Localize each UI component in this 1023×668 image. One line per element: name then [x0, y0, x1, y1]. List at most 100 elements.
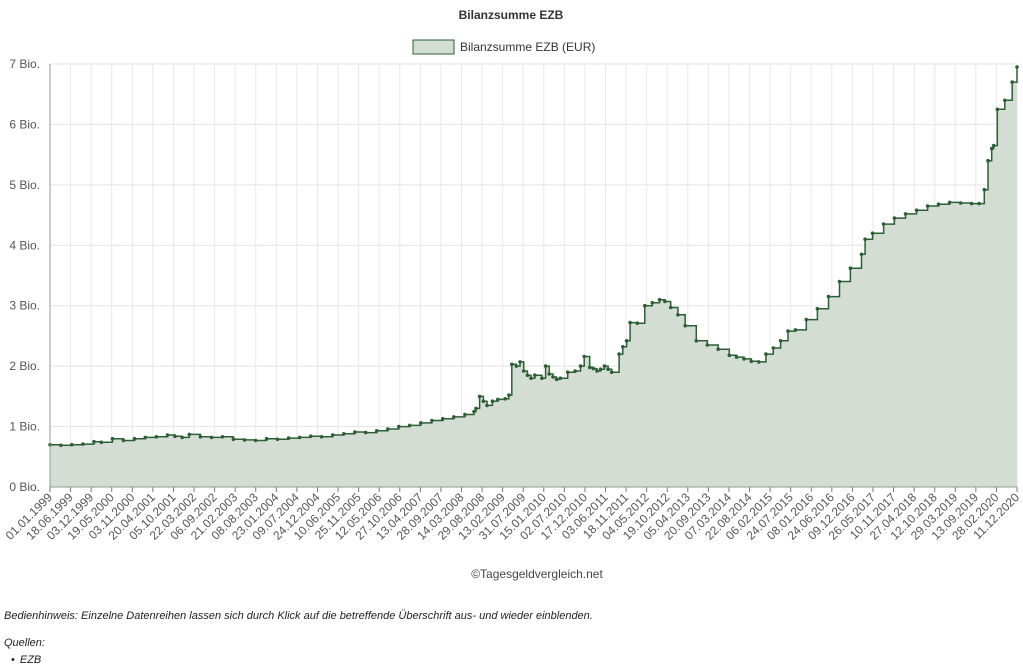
data-point	[551, 375, 555, 379]
data-point	[969, 201, 974, 206]
data-point	[477, 394, 482, 399]
data-point	[635, 321, 640, 326]
axes: 0 Bio. 1 Bio. 2 Bio. 3 Bio. 4 Bio. 5 Bio. 6 Bi…	[3, 57, 1023, 543]
data-point	[587, 365, 592, 370]
chart-title: Bilanzsumme EZB	[459, 8, 564, 22]
data-point	[558, 376, 563, 381]
data-point	[793, 328, 798, 332]
chart-container: Bilanzsumme EZB Bilanzsumme EZB (EUR) 0 …	[3, 8, 1023, 581]
data-point	[198, 435, 203, 439]
data-point	[353, 430, 357, 434]
data-point	[386, 427, 390, 431]
data-point	[490, 399, 495, 404]
data-point	[982, 187, 987, 192]
data-point	[319, 435, 324, 439]
legend[interactable]: Bilanzsumme EZB (EUR)	[412, 39, 595, 55]
data-point	[786, 329, 790, 333]
data-point	[463, 412, 467, 417]
data-point	[481, 399, 486, 404]
data-point	[1003, 98, 1007, 103]
data-point	[452, 415, 456, 419]
data-point	[92, 439, 96, 444]
data-point	[804, 317, 809, 322]
data-point	[749, 359, 754, 364]
data-point	[914, 208, 919, 212]
data-point	[143, 435, 148, 440]
data-point	[121, 438, 126, 443]
data-point	[903, 212, 908, 216]
data-point	[727, 353, 732, 358]
data-point	[947, 200, 952, 205]
data-point	[110, 436, 115, 441]
data-point	[441, 416, 445, 421]
data-point	[958, 201, 963, 205]
data-point	[815, 306, 820, 311]
data-point	[507, 393, 511, 397]
data-point	[624, 339, 629, 343]
data-point	[863, 237, 867, 241]
data-point	[173, 434, 177, 439]
data-point	[591, 366, 596, 371]
legend-label[interactable]: Bilanzsumme EZB (EUR)	[460, 40, 595, 54]
data-point	[989, 146, 994, 151]
data-point	[59, 443, 63, 448]
data-point	[518, 360, 522, 364]
data-point	[554, 377, 559, 382]
data-point	[503, 397, 508, 401]
data-point	[683, 323, 687, 328]
data-point	[308, 434, 313, 439]
data-point	[617, 352, 621, 356]
data-point	[826, 294, 831, 299]
data-point	[663, 299, 667, 304]
y-tick-label: 7 Bio.	[9, 57, 40, 71]
data-point	[859, 252, 864, 257]
data-point	[529, 376, 533, 381]
data-point	[716, 347, 720, 352]
y-tick-label: 0 Bio.	[9, 480, 40, 494]
data-point	[154, 435, 159, 439]
data-point	[870, 231, 875, 235]
data-point	[533, 373, 537, 378]
y-tick-label: 2 Bio.	[9, 359, 40, 373]
data-point	[209, 435, 214, 440]
data-point	[397, 424, 401, 429]
data-point	[606, 367, 610, 372]
data-point	[742, 357, 746, 361]
data-point	[757, 360, 761, 364]
data-point	[1010, 80, 1014, 84]
data-point	[977, 201, 981, 206]
data-point	[734, 355, 739, 359]
data-point	[220, 435, 225, 439]
usage-note: Bedienhinweis: Einzelne Datenreihen lass…	[4, 610, 593, 622]
data-point	[837, 279, 842, 284]
data-point	[330, 433, 335, 437]
data-point	[650, 300, 655, 305]
data-point	[598, 367, 603, 372]
y-tick-label: 4 Bio.	[9, 238, 40, 252]
data-point	[694, 339, 699, 343]
data-point	[496, 397, 500, 402]
y-tick-label: 3 Bio.	[9, 299, 40, 313]
data-point	[991, 143, 996, 148]
data-point	[925, 204, 930, 208]
data-point	[595, 369, 599, 373]
data-point	[474, 406, 478, 411]
data-point	[253, 438, 258, 443]
sources-label: Quellen:	[4, 637, 45, 649]
data-point	[668, 305, 673, 310]
data-point	[521, 369, 526, 373]
legend-swatch[interactable]	[412, 39, 455, 55]
data-point	[187, 432, 192, 437]
data-point	[132, 436, 137, 441]
data-point	[374, 429, 379, 433]
y-tick-label: 5 Bio.	[9, 178, 40, 192]
data-point	[764, 352, 768, 356]
data-point	[778, 339, 783, 343]
data-point	[472, 409, 476, 414]
data-point	[609, 370, 614, 375]
data-point	[514, 364, 519, 368]
data-point	[578, 364, 583, 368]
data-point	[525, 373, 530, 378]
data-point	[540, 376, 544, 381]
data-point	[407, 423, 412, 428]
